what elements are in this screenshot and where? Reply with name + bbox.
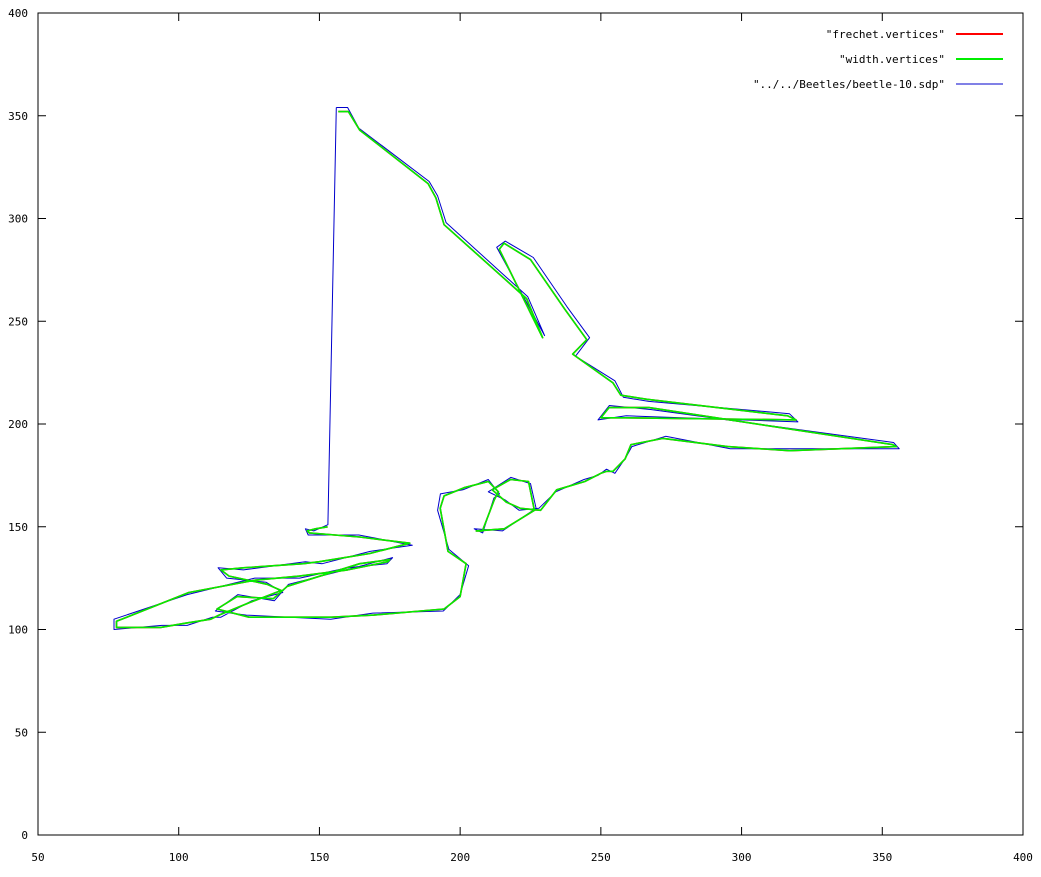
x-tick-label: 100 [169, 851, 189, 864]
x-tick-label: 250 [591, 851, 611, 864]
x-tick-label: 400 [1013, 851, 1033, 864]
x-tick-label: 150 [309, 851, 329, 864]
y-tick-label: 350 [8, 110, 28, 123]
legend: "frechet.vertices" "width.vertices" "../..… [753, 28, 1003, 91]
x-tick-label: 200 [450, 851, 470, 864]
legend-label: "../../Beetles/beetle-10.sdp" [753, 78, 945, 91]
plot-frame [37, 12, 1024, 836]
axes: 50 100 150 200 250 300 350 40005010015020025030… [8, 7, 1033, 864]
x-tick-label: 350 [872, 851, 892, 864]
y-tick-label: 400 [8, 7, 28, 20]
y-tick-label: 250 [8, 315, 28, 328]
series-line-2 [113, 107, 900, 630]
y-tick-label: 200 [8, 418, 28, 431]
x-tick-label: 50 [31, 851, 44, 864]
y-tick-label: 150 [8, 521, 28, 534]
series-line-1 [115, 110, 898, 629]
y-tick-label: 50 [15, 726, 28, 739]
y-tick-label: 0 [21, 829, 28, 842]
series-group [113, 107, 900, 630]
legend-label: "width.vertices" [839, 53, 945, 66]
y-tick-label: 300 [8, 213, 28, 226]
x-tick-label: 300 [732, 851, 752, 864]
series-line-0 [115, 110, 898, 629]
legend-label: "frechet.vertices" [826, 28, 945, 41]
y-tick-label: 100 [8, 624, 28, 637]
